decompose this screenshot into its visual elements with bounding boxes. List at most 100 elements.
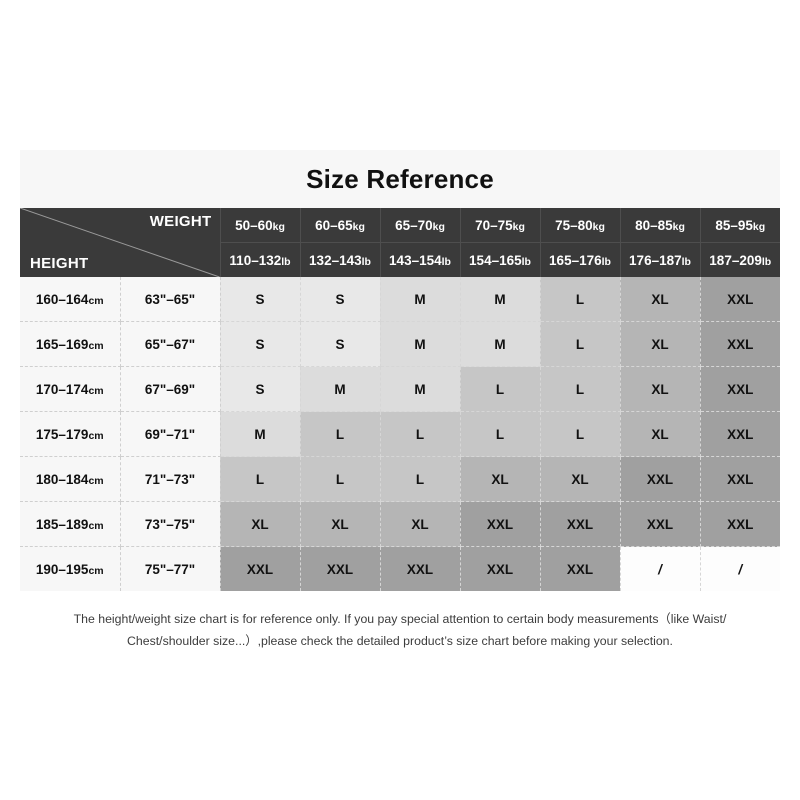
size-cell: L bbox=[540, 366, 621, 412]
size-cell: XXL bbox=[700, 456, 780, 502]
weight-header-kg-5: 75–80kg bbox=[540, 208, 621, 243]
size-cell: XXL bbox=[700, 366, 780, 412]
size-cell: XXL bbox=[380, 546, 461, 591]
weight-header-kg-1: 50–60kg bbox=[220, 208, 301, 243]
height-cm-unit: cm bbox=[88, 294, 104, 307]
size-cell: M bbox=[460, 277, 541, 322]
weight-header-kg-4: 70–75kg bbox=[460, 208, 541, 243]
weight-kg-unit: kg bbox=[352, 220, 365, 233]
weight-kg-value: 80–85 bbox=[635, 217, 673, 233]
height-inch-cell: 69"–71" bbox=[120, 411, 221, 457]
weight-lb-unit: lb bbox=[601, 255, 611, 268]
height-axis-label: HEIGHT bbox=[30, 255, 89, 272]
weight-lb-value: 165–176 bbox=[549, 252, 602, 268]
height-cm-cell: 175–179cm bbox=[20, 411, 121, 457]
size-cell: L bbox=[300, 411, 381, 457]
size-cell: XXL bbox=[700, 277, 780, 322]
size-cell: XXL bbox=[460, 501, 541, 547]
weight-lb-unit: lb bbox=[361, 255, 371, 268]
size-cell: XXL bbox=[700, 321, 780, 367]
size-cell: XL bbox=[300, 501, 381, 547]
table-header-row-lb: 110–132lb 132–143lb 143–154lb 154–165lb 165–… bbox=[20, 242, 780, 277]
size-cell: L bbox=[540, 277, 621, 322]
table-row: 180–184cm 71"–73" L L L XL XL XXL XXL bbox=[20, 456, 780, 502]
size-reference-table: WEIGHT HEIGHT 50–60kg 60–65kg 65–70kg 70–75kg… bbox=[20, 208, 780, 591]
weight-kg-unit: kg bbox=[432, 220, 445, 233]
size-cell: XXL bbox=[300, 546, 381, 591]
table-row: 175–179cm 69"–71" M L L L L XL XXL bbox=[20, 411, 780, 457]
size-cell: XXL bbox=[540, 546, 621, 591]
height-cm-cell: 170–174cm bbox=[20, 366, 121, 412]
chart-title-band: Size Reference bbox=[20, 150, 780, 208]
weight-lb-unit: lb bbox=[441, 255, 451, 268]
size-cell: XL bbox=[220, 501, 301, 547]
height-cm-value: 180–184 bbox=[35, 471, 89, 487]
table-row: 190–195cm 75"–77" XXL XXL XXL XXL XXL / / bbox=[20, 546, 780, 591]
size-cell: S bbox=[220, 366, 301, 412]
height-cm-value: 190–195 bbox=[35, 561, 89, 577]
weight-lb-unit: lb bbox=[521, 255, 531, 268]
table-row: 170–174cm 67"–69" S M M L L XL XXL bbox=[20, 366, 780, 412]
height-cm-unit: cm bbox=[88, 474, 104, 487]
size-cell: XXL bbox=[700, 411, 780, 457]
size-cell: M bbox=[380, 321, 461, 367]
weight-kg-value: 65–70 bbox=[395, 217, 433, 233]
header-corner-cell: WEIGHT HEIGHT bbox=[20, 208, 221, 277]
weight-kg-value: 85–95 bbox=[715, 217, 753, 233]
height-inch-cell: 71"–73" bbox=[120, 456, 221, 502]
size-cell: XXL bbox=[460, 546, 541, 591]
size-cell: XL bbox=[540, 456, 621, 502]
size-cell: XXL bbox=[620, 501, 701, 547]
weight-lb-value: 176–187 bbox=[629, 252, 682, 268]
size-cell: XXL bbox=[700, 501, 780, 547]
weight-axis-label: WEIGHT bbox=[149, 213, 212, 230]
height-cm-unit: cm bbox=[88, 339, 104, 352]
size-cell: XL bbox=[620, 366, 701, 412]
weight-lb-unit: lb bbox=[761, 255, 772, 268]
size-cell: XXL bbox=[620, 456, 701, 502]
height-inch-cell: 63"–65" bbox=[120, 277, 221, 322]
weight-header-lb-2: 132–143lb bbox=[300, 242, 381, 277]
size-cell: M bbox=[300, 366, 381, 412]
weight-kg-value: 75–80 bbox=[555, 217, 593, 233]
height-cm-value: 160–164 bbox=[35, 291, 89, 307]
diagonal-divider-icon bbox=[20, 208, 219, 277]
size-cell: S bbox=[220, 321, 301, 367]
weight-lb-value: 110–132 bbox=[229, 252, 282, 268]
size-cell: XL bbox=[620, 321, 701, 367]
height-cm-value: 185–189 bbox=[35, 516, 89, 532]
table-row: 165–169cm 65"–67" S S M M L XL XXL bbox=[20, 321, 780, 367]
size-cell: L bbox=[380, 411, 461, 457]
footnote-line-1: The height/weight size chart is for refe… bbox=[73, 612, 727, 626]
size-cell-unavailable: / bbox=[620, 546, 701, 591]
size-cell-unavailable: / bbox=[700, 546, 780, 591]
weight-lb-unit: lb bbox=[681, 255, 691, 268]
weight-lb-value: 132–143 bbox=[309, 252, 362, 268]
size-cell: XXL bbox=[540, 501, 621, 547]
weight-kg-value: 60–65 bbox=[315, 217, 353, 233]
weight-lb-unit: lb bbox=[281, 255, 291, 268]
weight-header-lb-5: 165–176lb bbox=[540, 242, 621, 277]
weight-kg-unit: kg bbox=[272, 220, 285, 233]
size-cell: M bbox=[460, 321, 541, 367]
height-cm-value: 175–179 bbox=[35, 426, 89, 442]
height-inch-cell: 67"–69" bbox=[120, 366, 221, 412]
size-cell: L bbox=[540, 411, 621, 457]
size-cell: XL bbox=[380, 501, 461, 547]
table-row: 185–189cm 73"–75" XL XL XL XXL XXL XXL XXL bbox=[20, 501, 780, 547]
size-cell: L bbox=[460, 366, 541, 412]
weight-header-lb-3: 143–154lb bbox=[380, 242, 461, 277]
weight-lb-value: 143–154 bbox=[389, 252, 442, 268]
height-cm-value: 170–174 bbox=[35, 381, 89, 397]
height-cm-cell: 180–184cm bbox=[20, 456, 121, 502]
weight-header-lb-6: 176–187lb bbox=[620, 242, 701, 277]
weight-header-kg-7: 85–95kg bbox=[700, 208, 780, 243]
footnote: The height/weight size chart is for refe… bbox=[20, 608, 780, 652]
size-cell: L bbox=[300, 456, 381, 502]
weight-header-lb-4: 154–165lb bbox=[460, 242, 541, 277]
weight-kg-unit: kg bbox=[592, 220, 605, 233]
weight-kg-value: 50–60 bbox=[235, 217, 273, 233]
table-row: 160–164cm 63"–65" S S M M L XL XXL bbox=[20, 277, 780, 322]
table-header-row-kg: WEIGHT HEIGHT 50–60kg 60–65kg 65–70kg 70–75kg… bbox=[20, 208, 780, 277]
